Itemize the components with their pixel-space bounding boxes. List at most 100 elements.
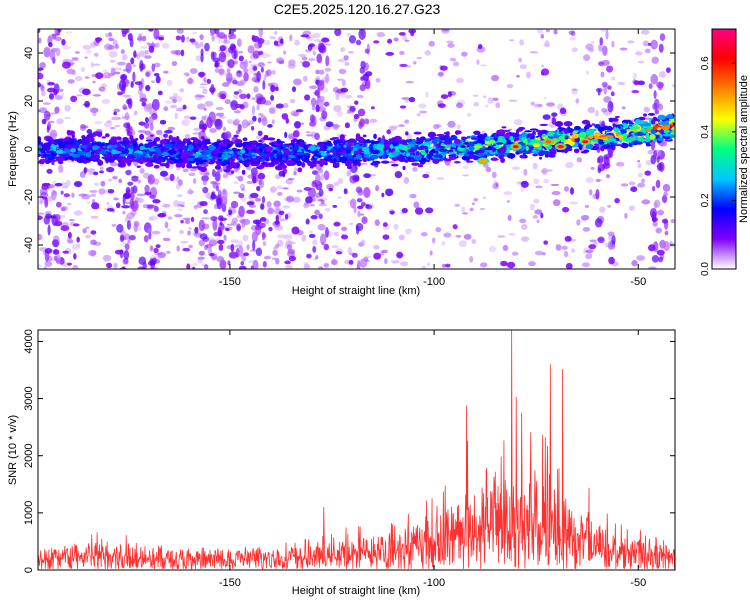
spectrogram-blob bbox=[107, 189, 115, 194]
spectrogram-speckle bbox=[188, 77, 193, 84]
colorbar-tick-label: 0.6 bbox=[700, 56, 711, 70]
spectrogram-band-cell bbox=[460, 136, 468, 140]
spectrogram-blob bbox=[133, 50, 137, 58]
spectrogram-speckle bbox=[110, 161, 118, 167]
spectrogram-speckle bbox=[179, 229, 185, 235]
spectrogram-band-cell bbox=[39, 159, 49, 162]
spectrogram-blob bbox=[394, 170, 403, 179]
spectrogram-blob bbox=[95, 37, 101, 44]
spectrogram-speckle bbox=[404, 39, 410, 42]
spectrogram-speckle bbox=[638, 60, 645, 64]
spectrogram-blob bbox=[281, 113, 289, 120]
spectrogram-speckle bbox=[315, 69, 320, 75]
spectrogram-band-cell bbox=[153, 164, 160, 169]
spectrogram-speckle bbox=[283, 50, 287, 55]
spectrogram-band-cell bbox=[628, 121, 633, 125]
spectrogram-speckle bbox=[90, 239, 97, 246]
spectrogram-band-cell bbox=[359, 143, 363, 146]
spectrogram-band-cell bbox=[139, 145, 145, 150]
spectrogram-blob bbox=[130, 57, 135, 65]
spectrogram-speckle bbox=[380, 250, 385, 256]
spectrogram-speckle bbox=[624, 212, 628, 219]
spectrogram-band-cell bbox=[348, 147, 353, 151]
spectrogram-blob bbox=[144, 116, 149, 123]
spectrogram-streak bbox=[124, 112, 130, 121]
spectrogram-band-cell bbox=[362, 134, 367, 138]
spectrogram-band-cell bbox=[549, 149, 557, 153]
spectrogram-band-cell bbox=[38, 161, 44, 164]
spectrogram-blob bbox=[214, 62, 219, 68]
spectrogram-blob bbox=[540, 68, 550, 76]
spectrogram-band-cell bbox=[332, 164, 339, 169]
spectrogram-blob bbox=[325, 121, 334, 128]
spectrogram-speckle bbox=[671, 84, 675, 88]
spectrogram-band-cell bbox=[407, 148, 416, 153]
spectrogram-blob bbox=[63, 193, 70, 198]
spectrogram-band-cell bbox=[219, 145, 227, 149]
spectrogram-speckle bbox=[456, 124, 462, 130]
spectrogram-speckle bbox=[550, 183, 560, 187]
spectrogram-streak bbox=[355, 39, 362, 46]
spectrogram-band-cell bbox=[256, 159, 261, 165]
spectrogram-speckle bbox=[272, 249, 278, 256]
spectrogram-speckle bbox=[265, 69, 272, 77]
spectrogram-streak bbox=[238, 192, 245, 199]
spectrogram-blob bbox=[257, 130, 263, 137]
spectrogram-band-cell bbox=[226, 164, 233, 170]
spectrogram-blob bbox=[257, 172, 266, 180]
spectrogram-speckle bbox=[364, 255, 372, 258]
spectrogram-speckle bbox=[40, 90, 46, 97]
spectrogram-blob bbox=[159, 170, 169, 177]
spectrogram-speckle bbox=[541, 167, 548, 175]
spectrogram-streak bbox=[649, 207, 658, 219]
spectrogram-band-cell bbox=[373, 133, 377, 139]
spectrogram-speckle bbox=[108, 50, 118, 58]
spectrogram-speckle bbox=[218, 116, 226, 119]
spectrogram-speckle bbox=[255, 197, 262, 202]
spectrogram-streak bbox=[214, 171, 221, 182]
spectrogram-streak bbox=[355, 186, 363, 193]
spectrogram-band-cell bbox=[643, 113, 647, 117]
spectrogram-streak bbox=[54, 106, 60, 114]
spectrogram-band-cell bbox=[145, 162, 154, 167]
spectrogram-band-cell bbox=[528, 148, 534, 151]
snr-x-tick-label: -100 bbox=[423, 577, 445, 589]
spectrogram-blob bbox=[53, 88, 58, 96]
spectrogram-streak bbox=[349, 198, 357, 209]
spectrogram-speckle bbox=[233, 181, 238, 185]
spectrogram-speckle bbox=[482, 163, 489, 168]
spectrogram-speckle bbox=[305, 131, 311, 134]
spectrogram-speckle bbox=[607, 204, 612, 208]
spectrogram-band-cell bbox=[557, 127, 566, 130]
spectrogram-speckle bbox=[177, 208, 184, 211]
spectrogram-speckle bbox=[546, 102, 556, 107]
spectrogram-streak bbox=[204, 264, 209, 269]
spectrogram-streak bbox=[325, 227, 329, 238]
spectrogram-speckle bbox=[462, 212, 469, 215]
spectrogram-band-cell bbox=[255, 142, 263, 146]
spectrogram-speckle bbox=[580, 214, 590, 221]
spectrogram-streak bbox=[122, 233, 131, 241]
spectrogram-band-cell bbox=[539, 150, 545, 156]
spectrogram-blob bbox=[273, 40, 279, 46]
spectrogram-streak bbox=[605, 174, 611, 179]
spectrogram-streak bbox=[663, 240, 670, 252]
spectrogram-speckle bbox=[541, 64, 545, 68]
spectrogram-band-cell bbox=[521, 131, 527, 138]
spectrogram-streak bbox=[235, 130, 240, 135]
spectrogram-speckle bbox=[282, 102, 289, 109]
spectrogram-band-cell bbox=[104, 133, 110, 138]
spectrogram-speckle bbox=[199, 83, 209, 86]
spectrogram-streak bbox=[133, 222, 138, 233]
spectrogram-speckle bbox=[529, 203, 536, 211]
spectrogram-band-cell bbox=[233, 134, 239, 138]
spectrogram-blob bbox=[259, 217, 267, 222]
spectrogram-streak bbox=[43, 46, 51, 58]
spectrogram-blob bbox=[661, 218, 669, 224]
spectrogram-speckle bbox=[418, 103, 427, 109]
spectrogram-streak bbox=[600, 71, 605, 78]
spectrogram-speckle bbox=[158, 166, 164, 171]
spectrogram-speckle bbox=[495, 102, 501, 109]
spectrogram-blob bbox=[106, 166, 115, 173]
spectrogram-band-cell bbox=[42, 145, 51, 151]
